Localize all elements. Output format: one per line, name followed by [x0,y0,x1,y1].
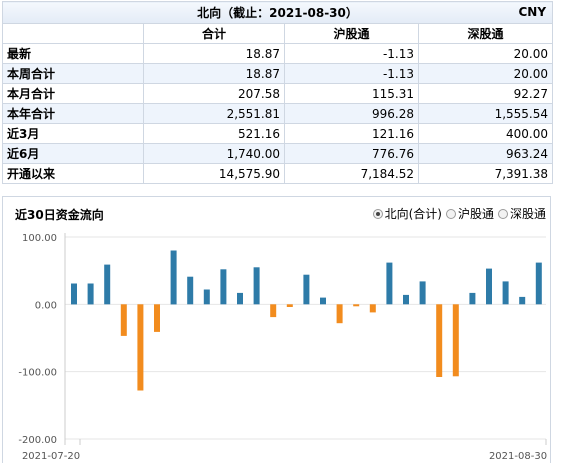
cell-total: 14,575.90 [143,163,285,184]
row-label: 本月合计 [2,83,144,104]
row-label: 近3月 [2,123,144,144]
bar [369,304,376,313]
table-row: 最新 18.87 -1.13 20.00 [2,43,554,64]
cell-shanghai: 996.28 [284,103,419,124]
column-header-shanghai: 沪股通 [284,23,419,44]
bar [220,269,227,305]
bar-series [71,250,542,391]
radio-label: 深股通 [509,207,546,221]
bar [104,264,111,305]
currency-unit: CNY [518,5,547,19]
cell-shenzhen: 963.24 [417,143,554,164]
cell-total: 2,551.81 [143,103,285,124]
radio-label: 北向(合计) [384,207,442,221]
column-header-total: 合计 [143,23,285,44]
chart-axes: 100.00 0.00 -100.00 -200.00 2021-07-20 2021-0… [18,233,547,462]
radio-label: 沪股通 [457,207,494,221]
bar [535,262,542,305]
bar [403,294,409,305]
cell-total: 207.58 [143,83,285,104]
bar [71,283,77,305]
cell-total: 521.16 [143,123,285,144]
cell-shenzhen: 400.00 [417,123,554,144]
bar [303,274,310,305]
summary-title-cell: 北向（截止：2021-08-30） CNY [1,1,554,24]
cell-shanghai: -1.13 [284,43,419,64]
bar [237,292,243,305]
row-label: 本周合计 [2,63,144,84]
summary-title-row: 北向（截止：2021-08-30） CNY [1,1,554,24]
cell-shanghai: 121.16 [284,123,419,144]
cell-total: 18.87 [143,63,285,84]
y-tick-label: 100.00 [22,233,57,244]
bar [452,304,459,377]
bar [137,304,144,391]
cell-shanghai: 115.31 [284,83,419,104]
bar [253,267,260,305]
series-selector: 北向(合计) 沪股通 深股通 [372,205,546,222]
table-row: 开通以来 14,575.90 7,184.52 7,391.38 [2,163,554,184]
bar [353,304,360,307]
radio-unselected-icon[interactable] [445,208,456,219]
row-label: 开通以来 [2,163,144,184]
cell-shenzhen: 7,391.38 [417,163,554,184]
cell-shanghai: 7,184.52 [284,163,419,184]
radio-unselected-icon[interactable] [497,208,508,219]
summary-title: 北向（截止：2021-08-30） [197,6,358,20]
bar [320,297,326,305]
row-label: 最新 [2,43,144,64]
bar [203,289,210,305]
cell-shenzhen: 92.27 [417,83,554,104]
bar [120,304,127,336]
cell-shanghai: 776.76 [284,143,419,164]
bar [386,262,393,305]
grid-lines [65,236,546,440]
radio-shenzhen-connect[interactable]: 深股通 [497,205,546,222]
cell-shenzhen: 1,555.54 [417,103,554,124]
cell-shenzhen: 20.00 [417,63,554,84]
summary-header-row: 合计 沪股通 深股通 [2,23,554,44]
table-row: 本月合计 207.58 115.31 92.27 [2,83,554,104]
y-tick-label: 0.00 [35,300,57,311]
table-row: 近6月 1,740.00 776.76 963.24 [2,143,554,164]
table-row: 近3月 521.16 121.16 400.00 [2,123,554,144]
bar [286,304,293,307]
bar [187,276,194,305]
bar [270,304,277,318]
bar [336,304,343,324]
bar [502,281,509,305]
radio-selected-icon[interactable] [372,208,383,219]
bar [170,250,177,305]
bar [486,268,492,305]
y-tick-label: -200.00 [18,435,57,446]
radio-northbound-total[interactable]: 北向(合计) [372,205,442,222]
cell-shanghai: -1.13 [284,63,419,84]
column-header-shenzhen: 深股通 [417,23,554,44]
table-row: 本年合计 2,551.81 996.28 1,555.54 [2,103,554,124]
bar [519,296,526,305]
daily-flow-bar-chart: 100.00 0.00 -100.00 -200.00 2021-07-20 2021-0… [18,233,547,462]
flow-chart-panel: 近30日资金流向 北向(合计) 沪股通 深股通 100.00 0.00 -100.0… [2,196,551,463]
bar [154,304,160,332]
radio-shanghai-connect[interactable]: 沪股通 [445,205,494,222]
row-label: 近6月 [2,143,144,164]
cell-total: 18.87 [143,43,285,64]
table-row: 本周合计 18.87 -1.13 20.00 [2,63,554,84]
bar [419,281,426,305]
chart-panel-title: 近30日资金流向 [15,208,104,222]
bar [469,292,476,305]
bar [436,304,443,377]
x-tick-label-start: 2021-07-20 [22,451,80,462]
row-label: 本年合计 [2,103,144,124]
bar [87,283,94,305]
y-tick-label: -100.00 [18,368,57,379]
x-tick-label-end: 2021-08-30 [489,451,547,462]
column-header-blank [2,23,144,44]
cell-total: 1,740.00 [143,143,285,164]
summary-table: 北向（截止：2021-08-30） CNY 合计 沪股通 深股通 最新 18.8… [1,1,554,184]
cell-shenzhen: 20.00 [417,43,554,64]
